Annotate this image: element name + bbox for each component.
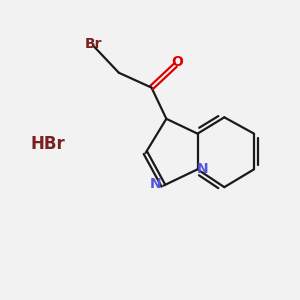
Text: N: N <box>150 177 162 191</box>
Text: N: N <box>197 162 209 176</box>
Text: Br: Br <box>85 38 102 52</box>
Text: O: O <box>171 55 183 69</box>
Text: HBr: HBr <box>30 135 65 153</box>
